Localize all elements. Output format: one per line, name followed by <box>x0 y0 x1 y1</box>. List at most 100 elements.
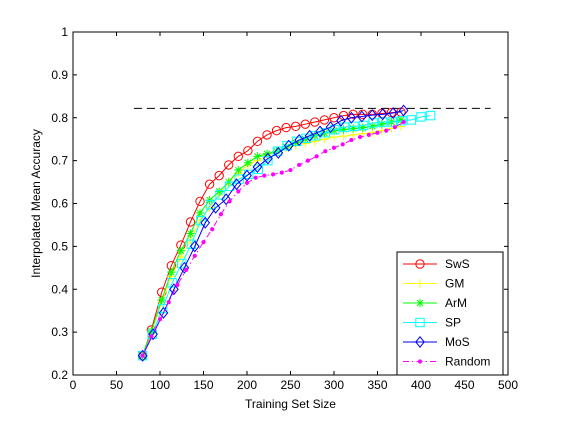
data-point-arm <box>291 138 300 147</box>
data-point-sws <box>252 136 263 147</box>
data-point-arm <box>243 158 253 167</box>
data-point-sws <box>204 179 215 189</box>
y-tick-label: 0.8 <box>51 111 68 125</box>
data-point-sp <box>167 278 177 288</box>
legend-box <box>396 251 504 376</box>
data-point-mos <box>367 109 378 122</box>
legend-entry-random: Random <box>403 355 490 369</box>
data-point-mos <box>137 349 148 362</box>
data-point-arm <box>186 229 195 238</box>
x-tick-label: 300 <box>324 378 344 392</box>
data-point-arm <box>358 123 367 132</box>
data-point-mos <box>325 121 336 134</box>
data-point-random <box>384 128 389 133</box>
data-point-sws <box>262 130 272 140</box>
data-point-random <box>305 158 310 163</box>
legend-label: MoS <box>445 335 470 349</box>
data-point-random <box>375 130 380 135</box>
data-point-sp <box>291 136 302 147</box>
data-point-random <box>166 300 171 305</box>
axes: 0 50 100 150 200 250 300 350 400 450 500 0.2 0.3 0.4 0… <box>51 25 518 392</box>
data-point-sws <box>271 125 282 136</box>
series-random <box>140 119 406 358</box>
data-point-sws <box>300 119 310 129</box>
legend-label: ArM <box>445 296 467 310</box>
data-point-sp <box>349 121 359 132</box>
x-tick-label: 350 <box>367 378 387 392</box>
data-point-sws <box>243 146 253 156</box>
data-point-mos <box>179 261 190 274</box>
data-point-mos <box>294 134 305 147</box>
data-point-random <box>358 134 363 140</box>
series-line-sp <box>142 115 431 356</box>
legend-label: GM <box>445 277 464 291</box>
data-point-random <box>401 119 406 125</box>
data-point-random <box>149 334 154 339</box>
data-point-mos <box>200 216 211 229</box>
data-point-sp <box>425 110 436 121</box>
data-point-sws <box>329 113 339 123</box>
data-point-random <box>392 125 397 130</box>
data-point-sp <box>215 190 225 200</box>
legend-marker <box>415 317 425 328</box>
data-point-sp <box>157 303 168 314</box>
data-point-sws <box>281 122 291 133</box>
data-point-random <box>210 227 215 232</box>
data-point-mos <box>252 161 263 174</box>
data-point-mos <box>169 283 179 296</box>
x-tick-label: 400 <box>411 378 431 392</box>
data-point-random <box>157 317 163 322</box>
legend-marker <box>415 259 425 269</box>
data-point-sp <box>263 155 273 166</box>
data-point-mos <box>356 110 367 123</box>
legend-label: SwS <box>445 257 470 271</box>
y-tick-label: 0.5 <box>51 239 68 253</box>
data-point-sp <box>397 116 407 126</box>
data-point-sp <box>330 125 340 135</box>
data-point-random <box>262 173 267 178</box>
data-point-arm <box>396 115 406 125</box>
data-point-random <box>201 239 206 245</box>
data-point-mos <box>263 152 273 165</box>
data-point-sws <box>319 115 330 125</box>
data-point-mos <box>304 129 315 142</box>
y-tick-label: 0.7 <box>51 154 68 168</box>
legend-label: Random <box>445 355 490 369</box>
data-point-arm <box>167 267 176 277</box>
y-axis-label: Interpolated Mean Accuracy <box>29 129 43 278</box>
data-point-sp <box>416 112 426 122</box>
data-point-random <box>271 172 276 177</box>
x-tick-label: 100 <box>150 378 170 392</box>
data-point-sws <box>310 117 320 127</box>
data-point-sws <box>214 170 224 181</box>
legend-entry-sp: SP <box>403 316 461 330</box>
data-point-mos <box>377 108 388 121</box>
x-tick-label: 50 <box>110 378 124 392</box>
data-point-arm <box>272 146 281 156</box>
data-point-mos <box>231 178 242 191</box>
data-point-arm <box>368 122 377 131</box>
data-point-mos <box>388 107 399 120</box>
data-point-arm <box>377 119 387 129</box>
data-point-mos <box>398 104 409 117</box>
data-point-arm <box>214 187 224 196</box>
series-line-sws <box>142 111 402 356</box>
x-tick-label: 500 <box>498 378 518 392</box>
data-point-sp <box>196 215 206 226</box>
data-point-arm <box>301 134 310 144</box>
y-tick-label: 0.6 <box>51 197 68 211</box>
x-tick-label: 150 <box>193 378 213 392</box>
y-tick-label: 0.4 <box>51 282 68 296</box>
legend-entry-arm: ArM <box>403 296 467 310</box>
data-point-sws <box>195 196 205 207</box>
data-point-sp <box>406 115 417 125</box>
y-tick-label: 0.2 <box>51 368 68 382</box>
legend-entry-sws: SwS <box>403 257 470 271</box>
data-point-arm <box>195 208 205 218</box>
y-tick-label: 0.9 <box>51 68 68 82</box>
data-point-arm <box>157 295 166 305</box>
series-mos <box>137 104 409 362</box>
data-point-arm <box>348 124 358 133</box>
